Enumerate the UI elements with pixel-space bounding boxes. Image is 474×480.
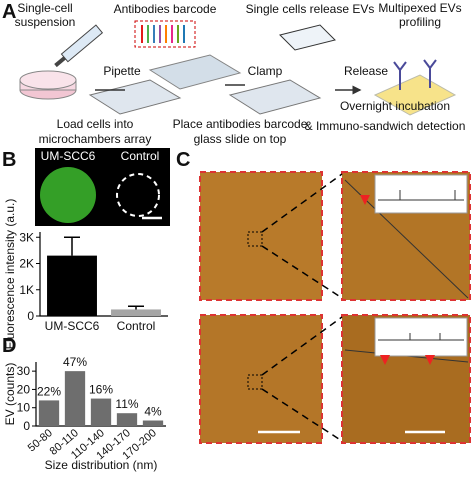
- bar-label: 16%: [89, 383, 113, 397]
- bar-label: 4%: [144, 405, 162, 419]
- step-text: Release: [344, 64, 388, 78]
- afm-images: [199, 171, 471, 444]
- y-tick-label: 0: [27, 309, 34, 323]
- bar-label: 22%: [37, 384, 61, 398]
- y-tick-label: 2K: [19, 257, 34, 271]
- step-text: Antibodies barcode: [114, 2, 217, 16]
- x-axis-label: Size distribution (nm): [45, 458, 158, 472]
- step-text: Overnight incubation: [340, 99, 450, 113]
- control-outline: [116, 173, 160, 217]
- y-tick-label: 3K: [19, 230, 34, 244]
- step-text: Clamp: [248, 64, 283, 78]
- y-axis-label: Fluorescence intensity (a.u.): [3, 199, 17, 350]
- panel-label: A: [2, 1, 16, 23]
- y-tick-label: 20: [17, 382, 31, 396]
- step-text: Single cells release EVs: [246, 2, 375, 16]
- bar-label: 11%: [115, 397, 138, 411]
- image-label: UM-SCC6: [41, 149, 96, 163]
- bar-label: 47%: [63, 355, 87, 369]
- step-text: Place antibodies barcode: [173, 117, 308, 131]
- bar: [111, 309, 161, 316]
- error-bar: [64, 236, 80, 256]
- panel-label: D: [2, 335, 16, 357]
- y-tick-label: 1K: [19, 283, 34, 297]
- bar: [142, 420, 164, 426]
- bar: [47, 255, 97, 316]
- step-text: glass slide on top: [194, 132, 287, 146]
- y-tick-label: 10: [17, 401, 31, 415]
- y-tick-label: 30: [17, 364, 31, 378]
- step-text: & Immuno-sandwich detection: [305, 119, 466, 133]
- fluorescence-spot: [40, 167, 96, 223]
- bar: [116, 413, 138, 426]
- step-text: profiling: [399, 15, 441, 29]
- step-text: Pipette: [103, 64, 141, 78]
- step-text: Multipexed EVs: [378, 1, 461, 15]
- x-tick-label: UM-SCC6: [45, 319, 100, 333]
- step-text: suspension: [15, 15, 76, 29]
- step-text: Load cells into: [57, 117, 134, 131]
- error-bar: [128, 305, 144, 310]
- panel-a-art: [19, 20, 457, 116]
- image-label: Control: [121, 149, 160, 163]
- bar: [64, 371, 86, 426]
- bar: [90, 398, 112, 426]
- step-text: Single-cell: [17, 1, 72, 15]
- step-text: microchambers array: [39, 132, 152, 146]
- x-tick-label: Control: [117, 319, 156, 333]
- panel-label: B: [2, 149, 16, 171]
- y-tick-label: 0: [23, 419, 30, 433]
- panel-label: C: [176, 149, 190, 171]
- y-axis-label: EV (counts): [3, 363, 17, 426]
- bar: [38, 400, 60, 426]
